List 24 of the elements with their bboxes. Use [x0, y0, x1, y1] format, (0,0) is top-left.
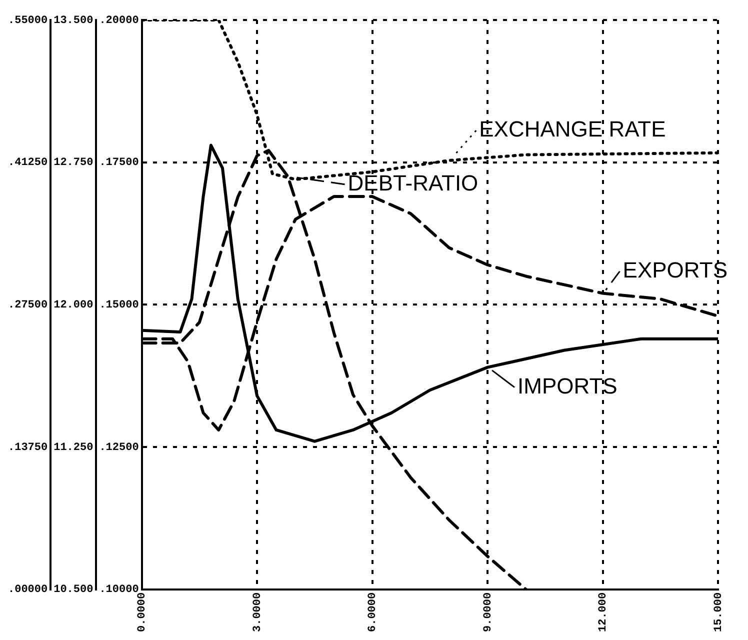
x-tick-label: 15.000	[712, 592, 725, 632]
legend-label: DEBT-RATIO	[348, 170, 478, 196]
y3-tick-label: .27500	[8, 299, 48, 312]
y3-tick-label: .13750	[8, 442, 48, 454]
y-tick-label: .15000	[99, 299, 139, 312]
x-tick-label: 12.000	[598, 592, 610, 632]
y3-tick-label: .00000	[8, 584, 48, 596]
y2-tick-label: 12.000	[54, 299, 94, 312]
x-tick-label: 3.0000	[252, 592, 264, 632]
y3-tick-label: .55000	[8, 14, 48, 27]
y3-tick-label: .41250	[8, 157, 48, 170]
x-tick-label: 6.0000	[367, 592, 380, 632]
x-tick-label: 9.0000	[482, 592, 494, 632]
y2-tick-label: 10.500	[54, 584, 94, 596]
legend-label: EXPORTS	[622, 257, 728, 282]
y-tick-label: .20000	[99, 14, 139, 27]
y2-tick-label: 12.750	[54, 157, 94, 170]
legend-label: EXCHANGE RATE	[479, 116, 666, 142]
legend-label: IMPORTS	[518, 373, 618, 398]
x-tick-label: 0.0000	[136, 592, 149, 632]
y-tick-label: .17500	[99, 157, 139, 170]
y2-tick-label: 13.500	[54, 14, 94, 27]
y-tick-label: .12500	[99, 442, 139, 454]
y2-tick-label: 11.250	[54, 442, 94, 454]
